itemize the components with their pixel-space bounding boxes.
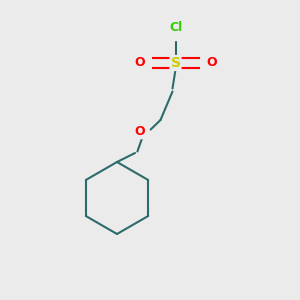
Text: O: O	[206, 56, 217, 70]
Text: Cl: Cl	[169, 21, 182, 34]
Text: S: S	[170, 56, 181, 70]
Text: O: O	[134, 56, 145, 70]
Text: O: O	[134, 125, 145, 139]
